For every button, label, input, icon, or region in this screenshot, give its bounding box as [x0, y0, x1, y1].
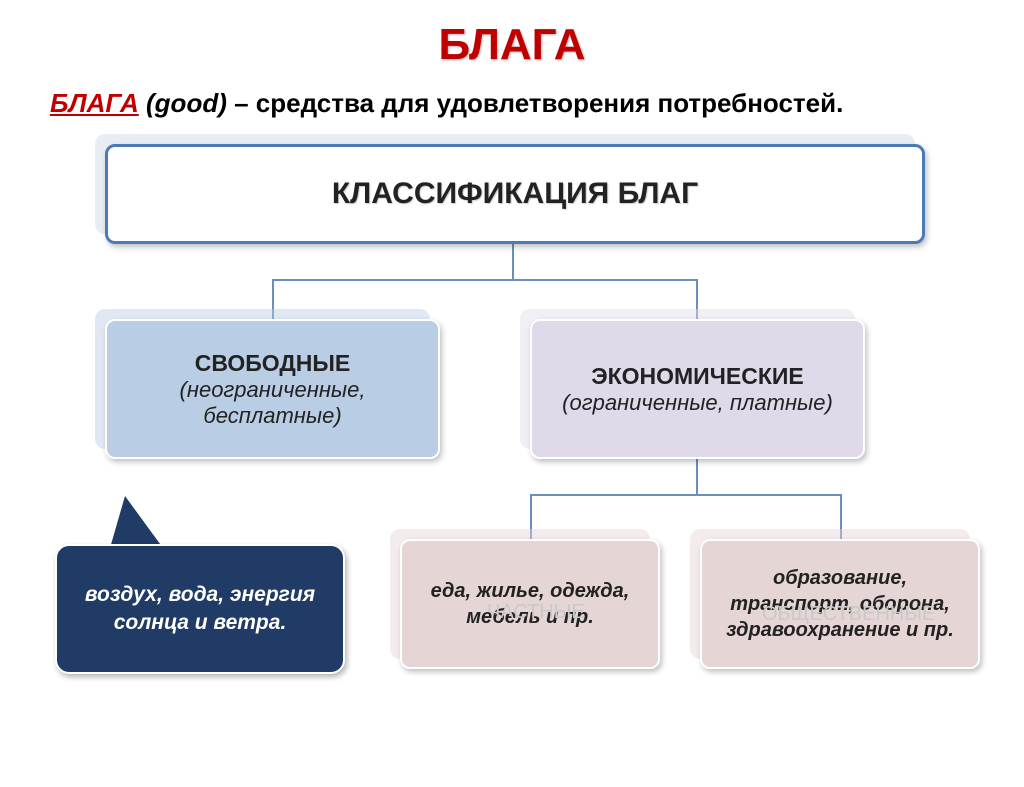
free-title: СВОБОДНЫЕ [195, 350, 351, 377]
definition-term: БЛАГА [50, 88, 139, 118]
connector-line [512, 244, 514, 279]
definition-paren: (good) [146, 88, 227, 118]
callout-tail [110, 496, 163, 548]
connector-line [696, 459, 698, 494]
econ-title: ЭКОНОМИЧЕСКИЕ [591, 363, 804, 390]
public-node: ОБЩЕСТВЕННЫЕ образование, транспорт, обо… [700, 539, 980, 669]
free-node: СВОБОДНЫЕ (неограниченные, бесплатные) [105, 319, 440, 459]
root-node: КЛАССИФИКАЦИЯ БЛАГ [105, 144, 925, 244]
callout-box: воздух, вода, энергия солнца и ветра. [55, 544, 345, 674]
free-sub: (неограниченные, бесплатные) [117, 377, 428, 429]
diagram-container: КЛАССИФИКАЦИЯ БЛАГ СВОБОДНЫЕ (неограниче… [0, 144, 1024, 744]
definition-rest: средства для удовлетворения потребностей… [256, 88, 844, 118]
callout: воздух, вода, энергия солнца и ветра. [55, 514, 345, 674]
econ-node: ЭКОНОМИЧЕСКИЕ (ограниченные, платные) [530, 319, 865, 459]
private-node: ЧАСТНЫЕ еда, жилье, одежда, мебель и пр. [400, 539, 660, 669]
root-label: КЛАССИФИКАЦИЯ БЛАГ [332, 177, 698, 211]
definition-dash: – [234, 88, 256, 118]
callout-text: воздух, вода, энергия солнца и ветра. [67, 581, 333, 638]
public-ghost: ОБЩЕСТВЕННЫЕ [762, 603, 935, 626]
connector-line [272, 279, 698, 281]
definition-line: БЛАГА (good) – средства для удовлетворен… [50, 88, 974, 119]
connector-line [530, 494, 840, 496]
private-ghost: ЧАСТНЫЕ [487, 601, 585, 624]
page-title: БЛАГА [0, 20, 1024, 70]
econ-sub: (ограниченные, платные) [562, 390, 833, 416]
